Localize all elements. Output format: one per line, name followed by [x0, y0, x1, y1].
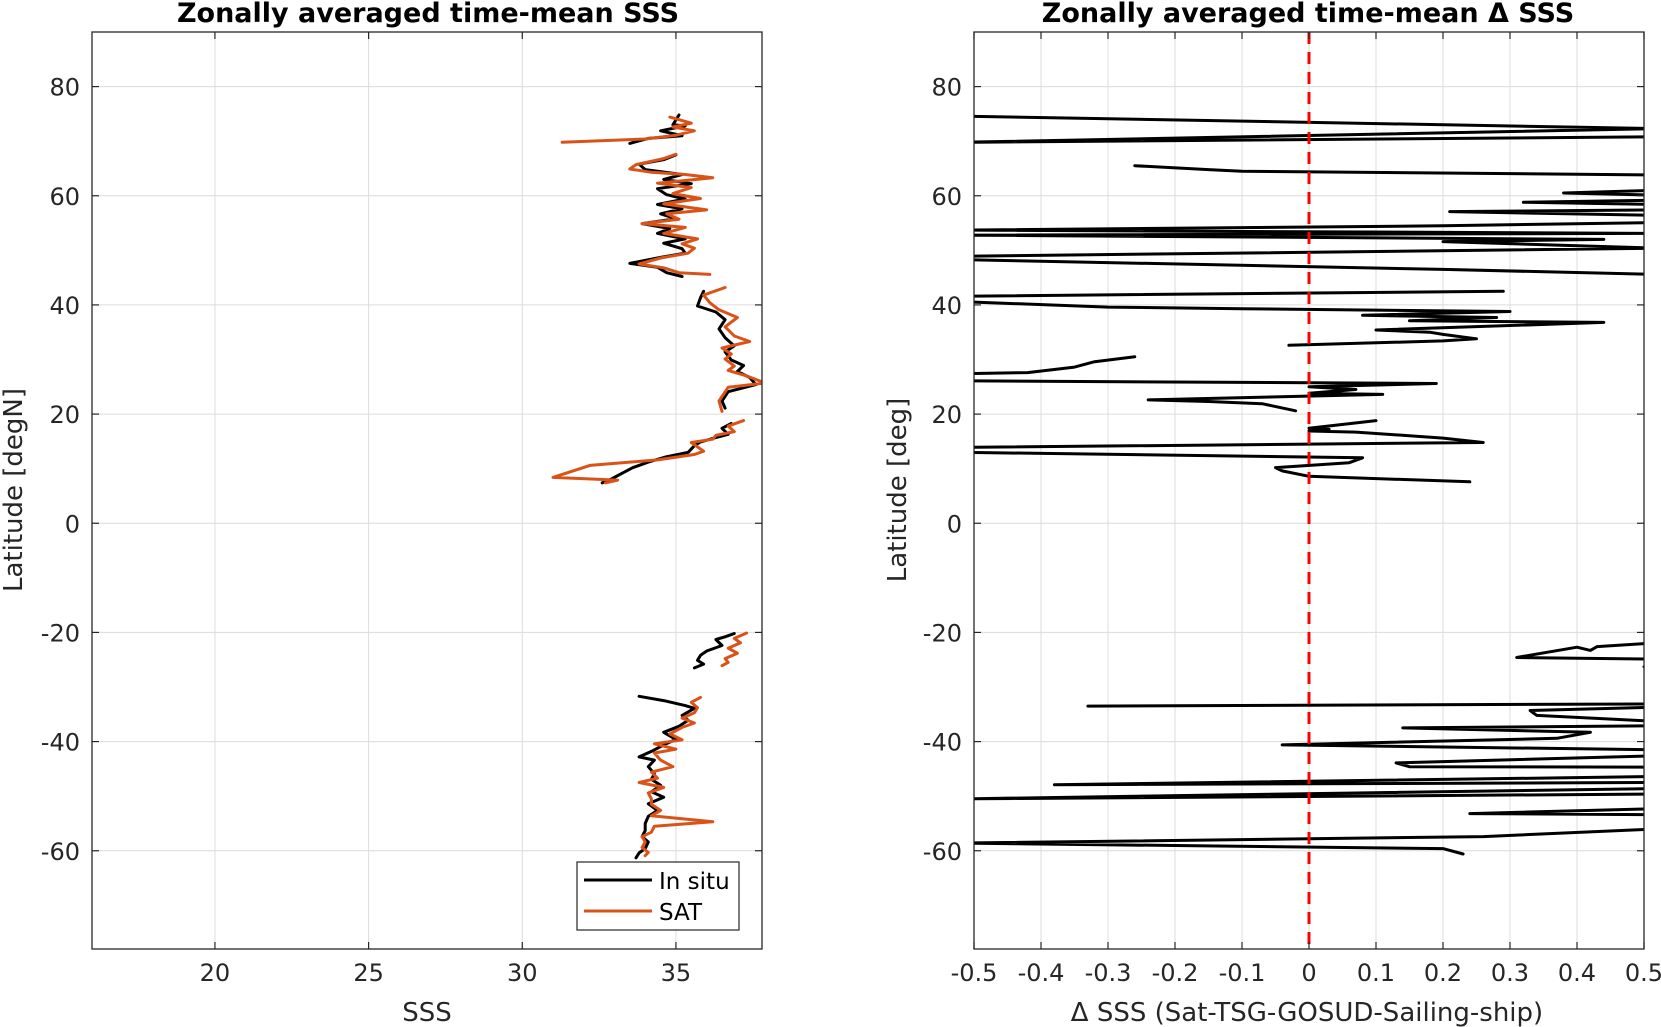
right-y-tick-label: -60 [923, 838, 962, 866]
right-y-tick-label: 80 [931, 74, 962, 102]
left-y-tick-label: -40 [41, 729, 80, 757]
legend-sat-label: SAT [659, 900, 703, 926]
left-y-tick-label: 60 [49, 183, 80, 211]
right-x-tick-label: -0.4 [1018, 959, 1065, 987]
right-chart-ticks: -0.5 -0.4 -0.3 -0.2 -0.1 0 0.1 0.2 0.3 0.4 0.5 -60 -… [923, 32, 1661, 987]
legend-box [576, 861, 740, 931]
left-x-tick-label: 25 [353, 959, 384, 987]
right-x-tick-label: 0.3 [1491, 959, 1529, 987]
right-x-tick-label: 0.2 [1424, 959, 1462, 987]
right-x-tick-label: -0.5 [951, 959, 998, 987]
right-chart-xlabel: Δ SSS (Sat-TSG-GOSUD-Sailing-ship) [1071, 998, 1543, 1027]
right-x-tick-label: 0.5 [1625, 959, 1661, 987]
right-x-tick-label: -0.2 [1152, 959, 1199, 987]
left-y-tick-label: 80 [49, 74, 80, 102]
legend: In situ SAT [576, 861, 740, 931]
left-chart-series [551, 113, 762, 860]
right-chart-ylabel: Latitude [deg] [883, 398, 913, 583]
right-chart-panel: Zonally averaged time-mean Δ SSS -0.5 -0.… [883, 0, 1661, 1027]
right-x-tick-label: -0.3 [1085, 959, 1132, 987]
left-y-tick-label: -60 [41, 838, 80, 866]
right-x-tick-label: 0.1 [1357, 959, 1395, 987]
left-y-tick-label: 40 [49, 292, 80, 320]
right-x-tick-label: 0 [1301, 959, 1316, 987]
left-chart-axes-box [91, 31, 763, 950]
left-y-tick-label: -20 [41, 619, 80, 647]
left-chart-grid [92, 32, 762, 949]
left-series-in-situ-line [600, 113, 758, 860]
left-series-sat-line [551, 115, 762, 858]
right-y-tick-label: 0 [947, 510, 962, 538]
right-y-tick-label: 60 [931, 183, 962, 211]
left-x-tick-label: 35 [661, 959, 692, 987]
left-chart-ticks: 20 25 30 35 -60 -40 -20 0 20 40 60 80 [41, 32, 762, 987]
right-y-tick-label: 20 [931, 401, 962, 429]
right-chart-title: Zonally averaged time-mean Δ SSS [1042, 0, 1574, 29]
right-x-tick-label: -0.1 [1219, 959, 1266, 987]
left-chart-title: Zonally averaged time-mean SSS [177, 0, 679, 29]
right-y-tick-label: 40 [931, 292, 962, 320]
right-x-tick-label: 0.4 [1558, 959, 1596, 987]
left-x-tick-label: 30 [507, 959, 538, 987]
left-chart-ylabel: Latitude [degN] [0, 388, 29, 592]
left-y-tick-label: 20 [49, 401, 80, 429]
left-y-tick-label: 0 [65, 510, 80, 538]
right-y-tick-label: -20 [923, 619, 962, 647]
left-chart-panel: Zonally averaged time-mean SSS 20 25 30 35 -… [0, 0, 763, 1027]
legend-insitu-label: In situ [659, 869, 730, 895]
right-y-tick-label: -40 [923, 729, 962, 757]
left-x-tick-label: 20 [200, 959, 231, 987]
left-chart-xlabel: SSS [402, 998, 452, 1027]
